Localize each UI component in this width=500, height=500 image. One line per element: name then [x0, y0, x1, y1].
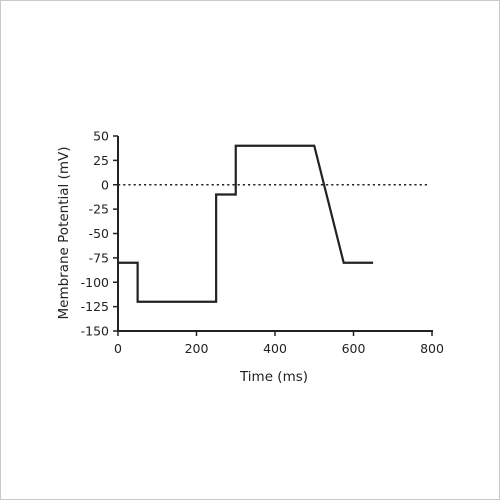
x-tick-label: 0: [114, 341, 122, 356]
x-tick-label: 400: [263, 341, 287, 356]
y-tick-label: -50: [89, 226, 109, 241]
x-tick-label: 800: [420, 341, 444, 356]
x-axis-title: Time (ms): [239, 369, 308, 385]
y-tick-label: -150: [81, 324, 109, 339]
y-tick-label: 50: [93, 129, 109, 144]
y-tick-label: 25: [93, 153, 109, 168]
voltage-protocol-line: [118, 144, 374, 303]
series-layer: [118, 144, 374, 303]
x-tick-label: 200: [185, 341, 209, 356]
y-tick-label: -100: [81, 275, 109, 290]
tick-layer: 50 25 0 -25 -50 -75 -100 -125 -150 0 200 400 600 800: [81, 129, 444, 357]
x-tick-label: 600: [342, 341, 366, 356]
y-tick-label: 0: [101, 177, 109, 192]
y-tick-label: -125: [81, 299, 109, 314]
y-axis-title: Membrane Potential (mV): [56, 146, 72, 319]
y-tick-label: -75: [89, 250, 109, 265]
y-tick-label: -25: [89, 202, 109, 217]
